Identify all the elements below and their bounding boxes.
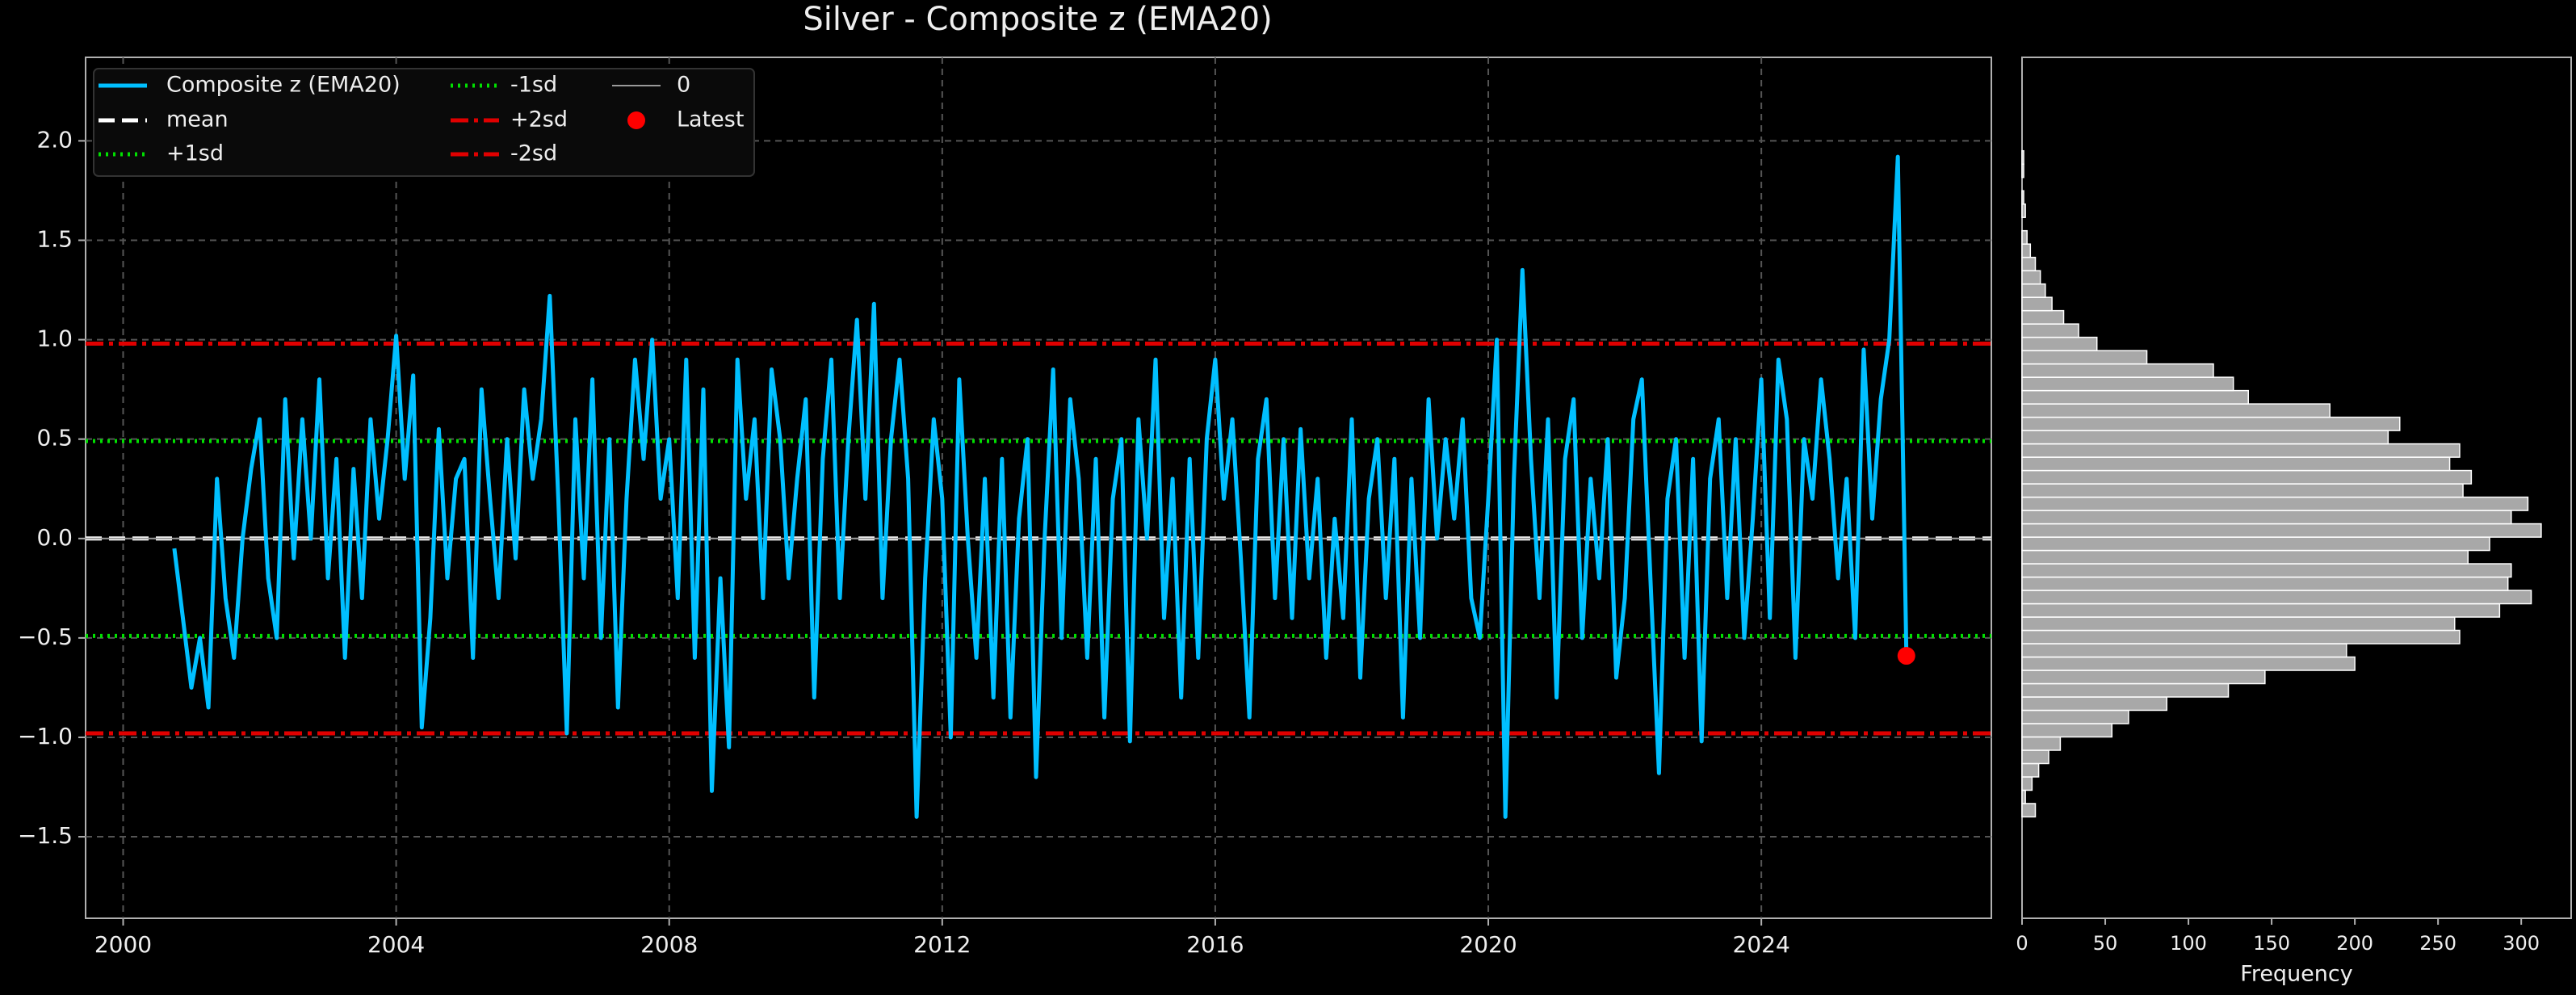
x-tick-label: 2008: [640, 931, 698, 958]
x-tick-label: 100: [2170, 932, 2207, 955]
hist-bar: [2021, 283, 2046, 298]
hist-bar: [2021, 296, 2053, 312]
legend: Composite z (EMA20) mean +1sd -1sd +2sd -2sd 0…: [93, 68, 755, 177]
hist-bar: [2021, 749, 2049, 765]
x-tick-label: 200: [2336, 932, 2373, 955]
x-tick-label: 300: [2503, 932, 2540, 955]
hist-bar: [2021, 443, 2461, 458]
hist-bar: [2021, 229, 2028, 245]
hist-bar: [2021, 163, 2024, 178]
hist-bar: [2021, 789, 2026, 804]
hist-bar: [2021, 803, 2037, 818]
legend-label: +1sd: [166, 141, 224, 166]
hist-bar: [2021, 563, 2512, 578]
hist-bar: [2021, 643, 2347, 658]
hist-bar: [2021, 602, 2501, 618]
x-tick-label: 250: [2419, 932, 2456, 955]
hist-bar: [2021, 190, 2024, 205]
hist-bar: [2021, 350, 2148, 365]
hist-bar: [2021, 736, 2062, 751]
x-tick-label: 50: [2093, 932, 2118, 955]
x-axis-label: Frequency: [2240, 962, 2353, 987]
y-tick-label: 2.0: [36, 126, 73, 153]
hist-bar: [2021, 536, 2490, 552]
hist-bar: [2021, 776, 2033, 791]
hist-bar: [2021, 483, 2464, 498]
hist-bar: [2021, 323, 2079, 338]
hist-bar: [2021, 576, 2509, 591]
hist-bar: [2021, 723, 2113, 738]
hist-bar: [2021, 336, 2098, 351]
legend-label: mean: [166, 107, 229, 132]
legend-label: -2sd: [510, 141, 557, 166]
hist-bar: [2021, 376, 2234, 392]
legend-label: Composite z (EMA20): [166, 73, 401, 98]
y-tick-label: −1.5: [18, 822, 73, 849]
hist-bar: [2021, 616, 2456, 632]
hist-bar: [2021, 363, 2214, 378]
y-tick-label: 0.0: [36, 524, 73, 551]
y-tick-label: 1.5: [36, 225, 73, 252]
y-tick-label: −0.5: [18, 623, 73, 650]
x-tick-label: 2024: [1733, 931, 1790, 958]
data-line: [172, 154, 1909, 819]
hist-bar: [2021, 270, 2041, 285]
hist-bar: [2021, 709, 2129, 724]
chart-title: Silver - Composite z (EMA20): [803, 1, 1272, 38]
x-tick-label: 2004: [367, 931, 425, 958]
x-tick-label: 2000: [94, 931, 152, 958]
hist-bar: [2021, 590, 2532, 605]
hist-bar: [2021, 149, 2024, 165]
x-tick-label: 2012: [913, 931, 971, 958]
hist-bar: [2021, 762, 2040, 778]
x-tick-label: 2020: [1459, 931, 1517, 958]
legend-label: -1sd: [510, 73, 557, 98]
x-tick-label: 2016: [1186, 931, 1244, 958]
hist-bar: [2021, 309, 2065, 325]
latest-point: [1897, 647, 1915, 665]
legend-label: 0: [677, 73, 690, 98]
y-tick-label: −1.0: [18, 723, 73, 749]
legend-swatch: [627, 111, 645, 129]
hist-bar: [2021, 549, 2469, 565]
hist-bar: [2021, 682, 2230, 698]
y-tick-label: 0.5: [36, 425, 73, 451]
legend-label: Latest: [677, 107, 744, 132]
legend-label: +2sd: [510, 107, 568, 132]
hist-bar: [2021, 416, 2401, 431]
hist-bar: [2021, 430, 2389, 445]
hist-bar: [2021, 496, 2529, 511]
hist-bar: [2021, 469, 2473, 485]
main-frame: [85, 57, 1992, 919]
hist-bar: [2021, 696, 2168, 712]
hist-bar: [2021, 629, 2461, 644]
hist-bar: [2021, 403, 2331, 418]
legend-box: [93, 68, 755, 177]
hist-bar: [2021, 656, 2356, 671]
x-tick-label: 0: [2016, 932, 2028, 955]
hist-bar: [2021, 670, 2266, 685]
hist-bar: [2021, 456, 2451, 472]
hist-bar: [2021, 203, 2026, 218]
hist-bar: [2021, 510, 2512, 525]
y-tick-label: 1.0: [36, 325, 73, 352]
hist-bar: [2021, 389, 2249, 405]
hist-bar: [2021, 523, 2542, 538]
hist-bar: [2021, 243, 2032, 258]
hist-bar: [2021, 256, 2037, 271]
x-tick-label: 150: [2253, 932, 2290, 955]
